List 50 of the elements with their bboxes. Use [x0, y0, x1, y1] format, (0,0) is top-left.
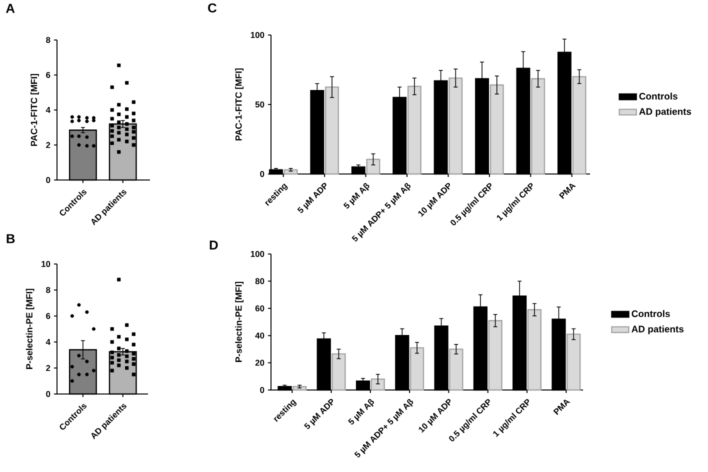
bar — [332, 353, 346, 391]
y-tick-label: 0 — [260, 386, 264, 393]
y-tick-label: 10 — [42, 260, 50, 267]
y-tick-label: 6 — [46, 312, 50, 319]
y-tick-label: 50 — [255, 101, 264, 108]
y-tick-label: 2 — [46, 142, 50, 148]
y-axis-title: P-selectin-PE [MFI] — [26, 288, 34, 369]
bar — [531, 78, 546, 175]
x-tick-label: 5 µM Aβ — [343, 183, 370, 209]
legend-label: Controls — [632, 310, 670, 318]
bar — [370, 378, 385, 391]
y-tick-label: 20 — [255, 360, 264, 366]
bar — [410, 347, 424, 391]
y-tick-label: 40 — [255, 332, 264, 339]
bar — [490, 84, 504, 175]
y-tick-label: 2 — [46, 365, 50, 371]
x-tick-label: 5 µM Aβ — [348, 399, 374, 425]
bar — [407, 86, 422, 175]
bar — [449, 348, 464, 391]
legend-label: AD patients — [632, 325, 684, 334]
y-axis-title: PAC-1-FITC [MFI] — [30, 74, 39, 146]
y-tick-label: 60 — [255, 305, 264, 312]
bar — [572, 76, 586, 175]
y-tick-label: 8 — [46, 37, 50, 43]
y-tick-label: 0 — [46, 176, 50, 183]
y-axis-title: PAC-1-FITC [MFI] — [235, 68, 244, 140]
y-tick-label: 8 — [46, 286, 50, 293]
y-tick-label: 100 — [250, 32, 264, 38]
bar — [448, 77, 463, 175]
bar — [292, 386, 307, 391]
y-axis-title: P-selectin-PE [MFI] — [235, 282, 244, 362]
chart-title: A — [6, 4, 15, 13]
chart-title: C — [208, 3, 217, 12]
y-tick-label: 0 — [46, 390, 50, 397]
legend-label: AD patients — [639, 108, 692, 117]
y-tick-label: 4 — [46, 339, 50, 345]
chart-title: D — [210, 240, 218, 250]
chart-title: B — [6, 234, 15, 244]
y-tick-label: 100 — [250, 250, 264, 257]
y-tick-label: 4 — [46, 107, 50, 113]
y-tick-label: 6 — [46, 72, 50, 78]
bar — [527, 309, 542, 391]
bar — [566, 334, 581, 391]
bar — [488, 320, 502, 391]
y-tick-label: 80 — [255, 278, 264, 284]
y-tick-label: 0 — [260, 170, 264, 177]
bar — [284, 169, 298, 175]
legend-label: Controls — [639, 92, 678, 100]
bar — [366, 158, 380, 175]
bar — [325, 86, 339, 175]
